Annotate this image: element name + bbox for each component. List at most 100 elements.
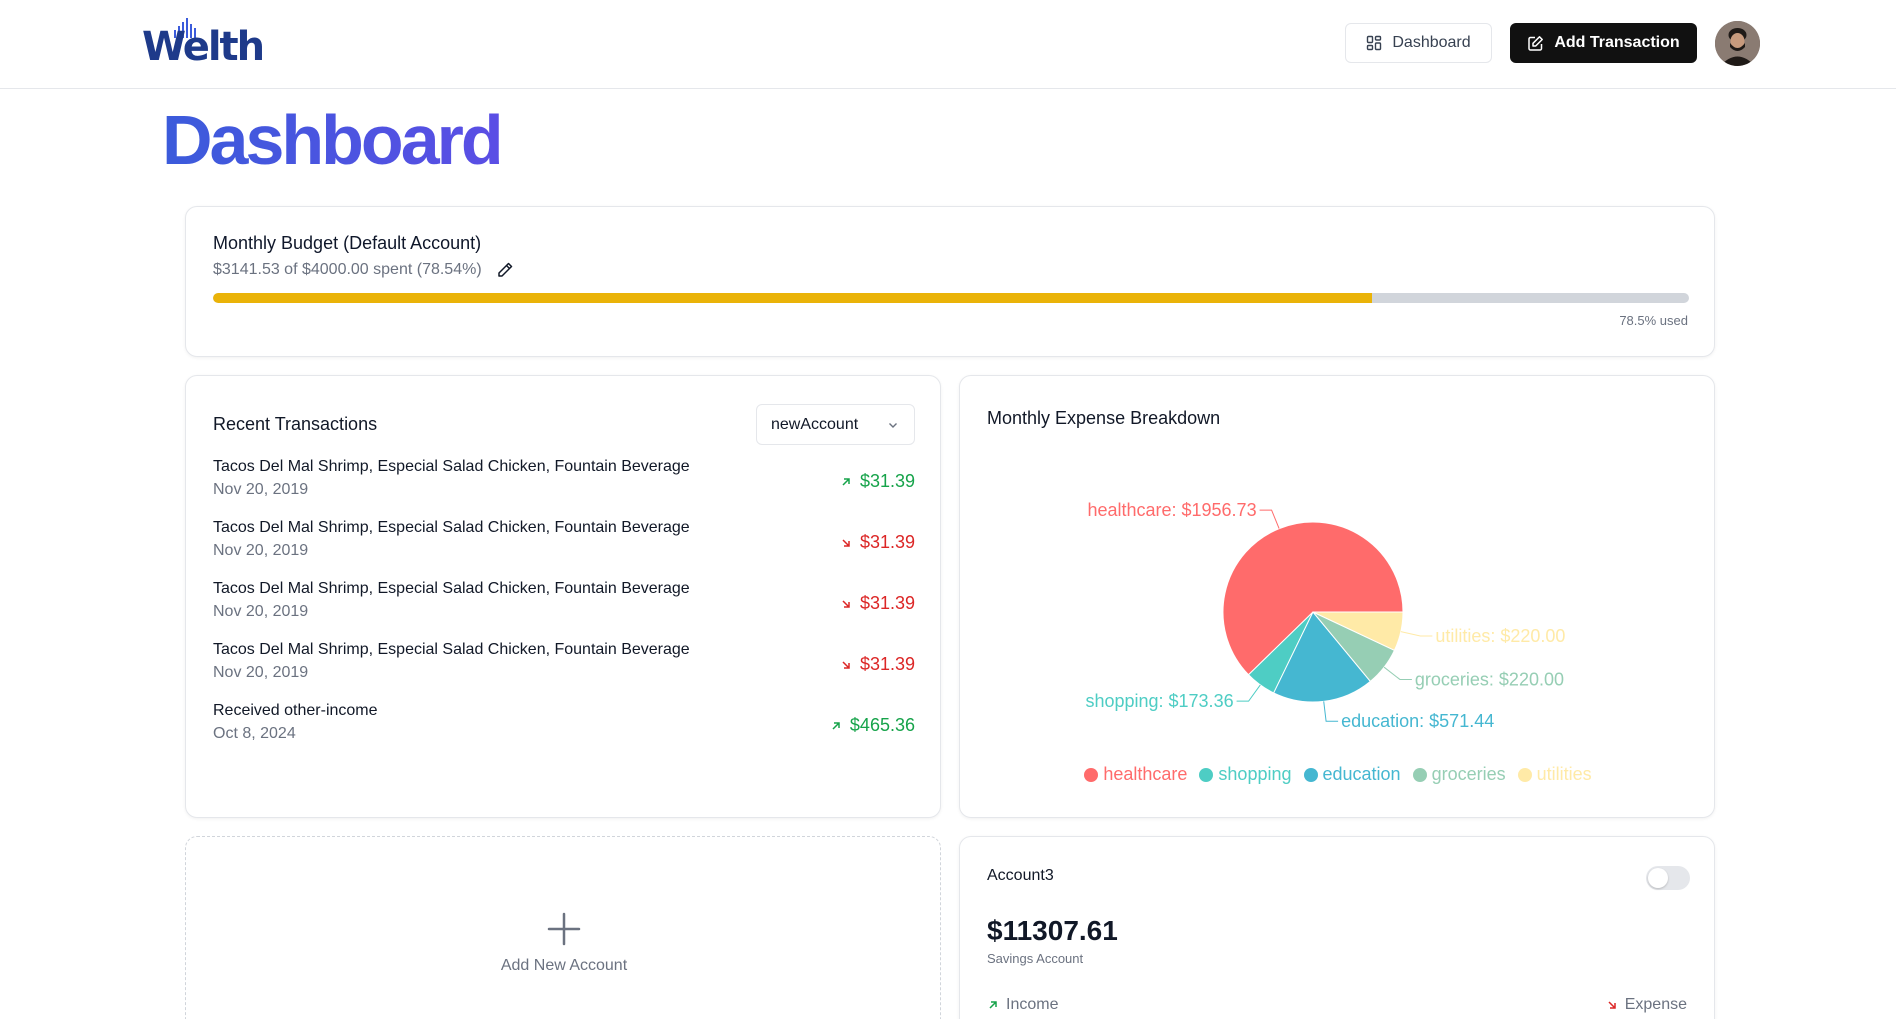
budget-used-label: 78.5% used [1619, 313, 1688, 328]
legend-dot-icon [1199, 767, 1214, 782]
legend-dot-icon [1303, 767, 1318, 782]
transaction-amount: $31.39 [840, 471, 915, 492]
pie-label-line-education [1323, 701, 1339, 722]
account-expense-label: Expense [1624, 996, 1687, 1013]
pie-label-line-groceries [1383, 666, 1412, 680]
toggle-knob [1648, 868, 1668, 888]
chart-legend: healthcare shopping education groceries util… [960, 764, 1716, 785]
transaction-date: Nov 20, 2019 [213, 664, 309, 681]
plus-icon [547, 912, 581, 946]
transaction-description: Tacos Del Mal Shrimp, Especial Salad Chi… [213, 580, 690, 597]
transaction-date: Nov 20, 2019 [213, 603, 309, 620]
transaction-row[interactable]: Tacos Del Mal Shrimp, Especial Salad Chi… [213, 580, 915, 641]
pie-label-line-utilities [1400, 631, 1433, 637]
arrow-up-right-icon [989, 1001, 997, 1009]
legend-label: utilities [1536, 764, 1592, 784]
pie-slice-education[interactable] [1273, 611, 1372, 703]
dashboard-button[interactable]: Dashboard [1345, 23, 1492, 63]
legend-dot-icon [1517, 767, 1532, 782]
legend-label: healthcare [1103, 764, 1188, 784]
pen-square-icon [1528, 35, 1544, 51]
add-transaction-label: Add Transaction [1554, 34, 1680, 51]
legend-item-education[interactable]: education [1303, 764, 1401, 785]
account-select-value: newAccount [771, 415, 859, 433]
arrow-up-right-icon [832, 721, 840, 730]
expense-pie-chart: healthcare: $1956.73 shopping: $173.36 edu… [1085, 500, 1565, 731]
dashboard-button-label: Dashboard [1392, 34, 1471, 51]
layout-dashboard-icon [1367, 35, 1382, 51]
budget-title: Monthly Budget (Default Account) [213, 233, 482, 253]
legend-item-utilities[interactable]: utilities [1517, 764, 1592, 785]
arrow-down-right-icon [842, 599, 850, 608]
pie-slice-healthcare[interactable] [1222, 521, 1404, 676]
legend-label: education [1322, 764, 1401, 784]
transaction-row[interactable]: Tacos Del Mal Shrimp, Especial Salad Chi… [213, 519, 915, 580]
logo-bars-icon [174, 18, 196, 38]
transaction-list: Tacos Del Mal Shrimp, Especial Salad Chi… [213, 458, 915, 763]
arrow-down-right-icon [842, 538, 850, 547]
account-expense: Expense [1606, 996, 1687, 1014]
transaction-amount-value: $465.36 [849, 715, 915, 735]
pie-label-education: education: $571.44 [1341, 711, 1494, 731]
welth-logo[interactable]: Welth [142, 16, 265, 70]
arrow-up-right-icon [842, 477, 850, 486]
pie-label-utilities: utilities: $220.00 [1435, 626, 1565, 646]
transaction-amount-value: $31.39 [859, 654, 915, 674]
transaction-row[interactable]: Tacos Del Mal Shrimp, Especial Salad Chi… [213, 458, 915, 519]
legend-item-shopping[interactable]: shopping [1199, 764, 1292, 785]
legend-dot-icon [1412, 767, 1427, 782]
add-new-account-label: Add New Account [500, 957, 628, 974]
pencil-icon[interactable] [496, 261, 514, 279]
transaction-date: Nov 20, 2019 [213, 542, 309, 559]
add-new-account-card[interactable]: Add New Account [185, 836, 941, 1019]
account-select[interactable]: newAccount [756, 404, 915, 445]
logo-text: Welth [142, 24, 265, 70]
legend-item-groceries[interactable]: groceries [1412, 764, 1506, 785]
account-income: Income [987, 996, 1058, 1014]
account-balance: $11307.61 [987, 915, 1118, 946]
expense-breakdown-card: Monthly Expense Breakdown healthcare: $1… [959, 375, 1715, 818]
top-header: Welth Dashboard Add Transaction [0, 0, 1896, 89]
recent-transactions-title: Recent Transactions [213, 414, 378, 434]
transaction-date: Nov 20, 2019 [213, 481, 309, 498]
account-type: Savings Account [987, 951, 1084, 966]
transaction-row[interactable]: Tacos Del Mal Shrimp, Especial Salad Chi… [213, 641, 915, 702]
transaction-amount-value: $31.39 [859, 593, 915, 613]
pie-label-groceries: groceries: $220.00 [1415, 669, 1564, 689]
default-account-toggle[interactable] [1646, 866, 1690, 890]
legend-label: shopping [1218, 764, 1292, 784]
pie-label-healthcare: healthcare: $1956.73 [1087, 500, 1256, 520]
budget-summary-text: $3141.53 of $4000.00 spent (78.54%) [213, 261, 482, 278]
add-transaction-button[interactable]: Add Transaction [1510, 23, 1697, 63]
legend-item-healthcare[interactable]: healthcare [1084, 764, 1187, 785]
transaction-description: Tacos Del Mal Shrimp, Especial Salad Chi… [213, 641, 690, 658]
transaction-description: Received other-income [213, 702, 378, 719]
page-title: Dashboard [162, 101, 504, 179]
budget-progress-bar [213, 293, 1689, 303]
user-avatar[interactable] [1715, 21, 1760, 66]
budget-summary: $3141.53 of $4000.00 spent (78.54%) [213, 261, 514, 279]
transaction-amount: $31.39 [840, 654, 915, 675]
account-income-label: Income [1006, 996, 1059, 1013]
legend-label: groceries [1431, 764, 1506, 784]
transaction-amount-value: $31.39 [859, 532, 915, 552]
pie-slice-utilities[interactable] [1312, 611, 1404, 652]
transaction-row[interactable]: Received other-income Oct 8, 2024 $465.36 [213, 702, 915, 763]
expense-breakdown-title: Monthly Expense Breakdown [987, 408, 1221, 428]
account-card[interactable]: Account3 $11307.61 Savings Account Incom… [959, 836, 1715, 1019]
transaction-description: Tacos Del Mal Shrimp, Especial Salad Chi… [213, 519, 690, 536]
transaction-amount: $465.36 [830, 715, 915, 736]
legend-dot-icon [1084, 767, 1099, 782]
pie-label-line-healthcare [1259, 509, 1280, 529]
chevron-down-icon [889, 422, 897, 428]
recent-transactions-card: Recent Transactions newAccount Tacos Del… [185, 375, 941, 818]
pie-label-line-shopping [1236, 684, 1261, 702]
monthly-budget-card: Monthly Budget (Default Account) $3141.5… [185, 206, 1715, 357]
transaction-description: Tacos Del Mal Shrimp, Especial Salad Chi… [213, 458, 690, 475]
transaction-amount-value: $31.39 [859, 471, 915, 491]
pie-label-shopping: shopping: $173.36 [1085, 691, 1233, 711]
transaction-amount: $31.39 [840, 593, 915, 614]
transaction-amount: $31.39 [840, 532, 915, 553]
arrow-down-right-icon [842, 660, 850, 669]
account-name: Account3 [987, 867, 1054, 884]
